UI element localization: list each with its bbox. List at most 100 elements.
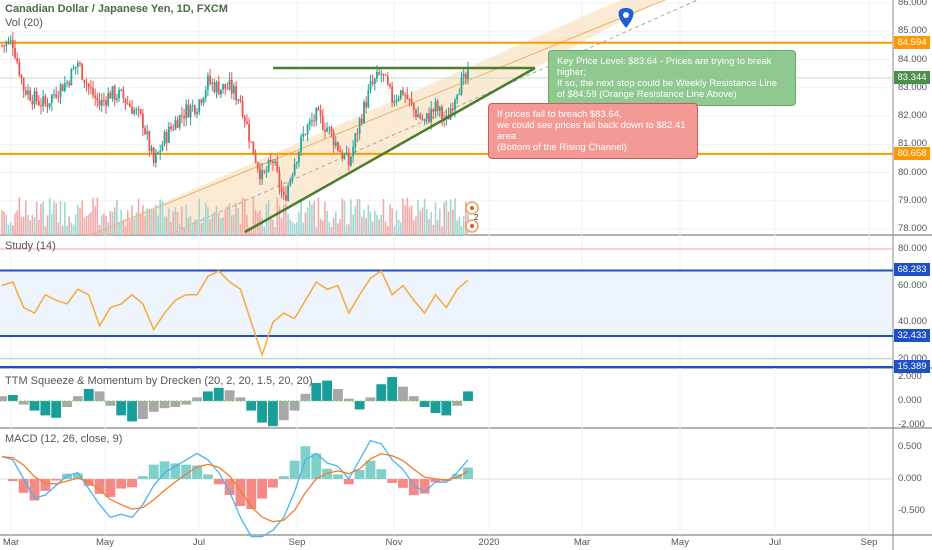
x-axis-label: Sep (860, 537, 878, 548)
volume-bar (83, 217, 86, 235)
callout-breakout[interactable]: Key Price Level: $83.64 - Prices are try… (548, 50, 796, 106)
candle-body (367, 89, 370, 108)
volume-bar (222, 217, 224, 235)
volume-bar (237, 208, 240, 235)
candle-body (131, 106, 133, 114)
volume-bar (243, 198, 246, 235)
candle-body (55, 94, 58, 97)
volume-bar (289, 219, 292, 235)
ttm-bar (300, 393, 311, 401)
volume-bar (148, 209, 151, 235)
volume-bar (363, 209, 365, 235)
candle-body (282, 191, 285, 196)
event-badge-count[interactable]: 2 (474, 213, 479, 222)
candle-body (59, 84, 62, 97)
volume-bar (5, 214, 8, 235)
study-level-tag: 68.283 (894, 263, 930, 277)
macd-histogram-bar (387, 479, 398, 484)
volume-bar (356, 199, 359, 235)
volume-bar (456, 220, 458, 235)
candle-body (124, 98, 127, 104)
volume-bar (189, 215, 192, 235)
volume-bar (380, 214, 383, 235)
volume-bar (85, 215, 88, 235)
macd-label[interactable]: MACD (12, 26, close, 9) (5, 433, 123, 445)
volume-bar (142, 205, 144, 235)
ttm-bar (127, 401, 137, 422)
ttm-bar (181, 401, 192, 405)
candle-body (402, 90, 404, 95)
candle-body (259, 168, 261, 180)
candle-body (89, 87, 92, 89)
signal-line (1, 452, 469, 523)
candle-body (118, 90, 120, 99)
candle-body (412, 103, 415, 110)
volume-bar (436, 220, 439, 235)
volume-bar (291, 221, 294, 235)
volume-bar (345, 224, 348, 235)
location-pin-dot (623, 12, 629, 18)
candle-body (324, 129, 326, 132)
ttm-bar (333, 389, 343, 401)
volume-bar (347, 223, 350, 235)
volume-bar (55, 203, 57, 235)
candle-body (326, 127, 329, 132)
macd-histogram-bar (246, 479, 257, 510)
volume-bar (46, 215, 49, 235)
volume-label[interactable]: Vol (20) (5, 17, 43, 29)
volume-bar (18, 197, 21, 235)
ttm-label[interactable]: TTM Squeeze & Momentum by Drecken (20, 2… (5, 375, 313, 387)
callout-line: of $84.59 (Orange Resistance Line Above) (557, 89, 737, 100)
volume-bar (157, 215, 159, 235)
price-level-tag: 84.594 (894, 35, 930, 49)
x-axis-label: Jul (768, 537, 782, 548)
volume-bar (202, 217, 205, 235)
candle-body (170, 126, 172, 130)
candle-body (252, 141, 255, 155)
callout-breakdown[interactable]: If prices fail to breach $83.64, we coul… (488, 103, 698, 159)
volume-bar (161, 201, 164, 235)
study-level-tag: 15.389 (894, 360, 930, 373)
candle-body (235, 86, 237, 101)
x-axis-label: Nov (385, 537, 403, 548)
candle-body (328, 127, 331, 129)
volume-bar (98, 224, 101, 235)
macd-histogram-bar (213, 479, 224, 485)
study-label[interactable]: Study (14) (5, 240, 56, 252)
volume-bar (302, 222, 305, 235)
candle-body (200, 99, 203, 103)
candle-body (148, 131, 151, 151)
candle-body (248, 123, 250, 142)
volume-bar (185, 204, 188, 235)
volume-bar (445, 200, 448, 235)
volume-bar (150, 208, 153, 235)
candle-body (44, 96, 47, 104)
volume-bar (53, 200, 55, 235)
macd-histogram-bar (257, 479, 268, 499)
volume-bar (410, 205, 413, 235)
chart-title: Canadian Dollar / Japanese Yen, 1D, FXCM (5, 3, 228, 15)
candle-body (189, 105, 192, 118)
ttm-bar (105, 401, 116, 406)
candle-body (157, 151, 159, 154)
volume-bar (16, 210, 18, 235)
price-level-tag: 80.658 (894, 146, 930, 160)
volume-bar (191, 222, 194, 235)
candle-body (187, 104, 190, 118)
candle-body (261, 170, 263, 180)
volume-bar (105, 215, 107, 235)
candle-body (363, 101, 365, 123)
volume-bar (432, 224, 435, 235)
candle-body (96, 97, 99, 101)
candle-body (408, 98, 411, 100)
volume-bar (92, 197, 94, 235)
macd-histogram-bar (419, 479, 430, 494)
macd-histogram-bar (116, 479, 127, 489)
candle-body (7, 41, 10, 43)
volume-bar (376, 214, 378, 235)
candle-body (311, 120, 313, 122)
volume-bar (163, 216, 166, 235)
ttm-bar (29, 401, 40, 411)
